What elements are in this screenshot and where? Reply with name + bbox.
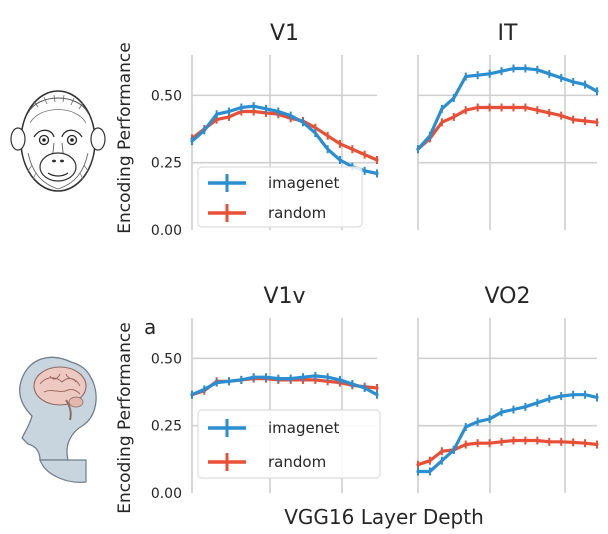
series-line-random (416, 438, 599, 467)
series-line-imagenet (416, 393, 599, 474)
stray-label-a: a (144, 315, 156, 339)
series-line-random (190, 109, 379, 162)
series-line-imagenet (190, 104, 379, 176)
panel-title: IT (498, 21, 518, 46)
monkey-face-icon (10, 90, 106, 192)
human-head-brain-icon (19, 356, 97, 483)
panel-vo2: VO2 (416, 284, 599, 493)
panel-title: VO2 (485, 284, 531, 309)
legend-entry-random: random (268, 453, 326, 471)
legend-entry-imagenet: imagenet (268, 419, 339, 437)
x-axis-label: VGG16 Layer Depth (284, 505, 484, 529)
panel-it: IT (416, 21, 599, 230)
y-axis-label-bottom: Encoding Performance (115, 322, 135, 513)
legend: imagenet random (197, 409, 381, 479)
legend: imagenet random (197, 166, 363, 228)
panel-title: V1v (263, 284, 305, 309)
y-tick-label: 0.50 (151, 351, 182, 367)
series-line-imagenet (190, 374, 379, 397)
legend-entry-imagenet: imagenet (268, 174, 339, 192)
series-line-random (416, 105, 599, 151)
y-tick-label: 0.00 (151, 486, 182, 502)
y-axis-label-top: Encoding Performance (115, 42, 135, 233)
y-tick-label: 0.00 (151, 223, 182, 239)
legend-entry-random: random (268, 204, 326, 222)
y-tick-label: 0.25 (151, 156, 182, 172)
panel-v1: 0.00 0.25 0.50 V1 imagenet random (151, 21, 379, 239)
panel-v1v: 0.00 0.25 0.50 V1v imagenet random (151, 284, 381, 502)
y-tick-label: 0.25 (151, 419, 182, 435)
panel-title: V1 (270, 21, 299, 46)
series-line-imagenet (416, 66, 599, 151)
y-tick-label: 0.50 (151, 88, 182, 104)
